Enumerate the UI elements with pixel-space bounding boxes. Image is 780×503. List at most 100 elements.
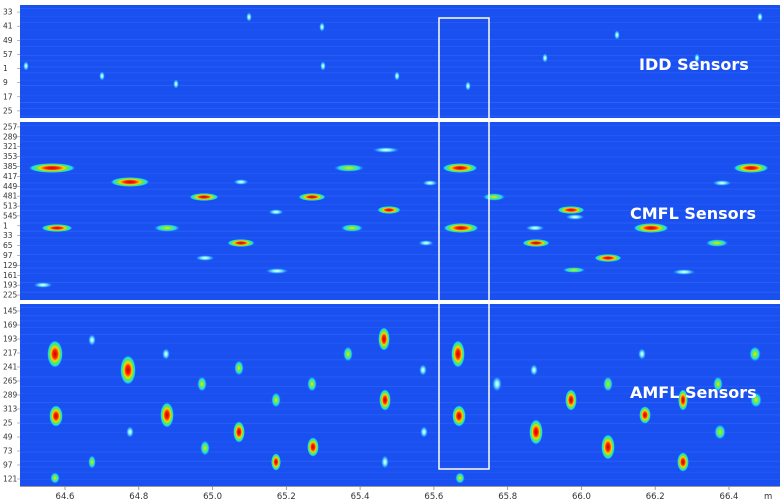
sensor-band — [20, 460, 780, 462]
sensor-band — [20, 414, 780, 416]
signal-cool-spot — [420, 426, 428, 438]
sensor-band — [20, 173, 780, 174]
sensor-band — [20, 108, 780, 109]
signal-cool-spot — [265, 268, 289, 274]
signal-cool-spot — [614, 30, 620, 40]
sensor-band — [20, 315, 780, 317]
sensor-band — [20, 22, 780, 23]
signal-cool-spot — [33, 282, 53, 288]
signal-hot-spot — [307, 437, 319, 457]
panel-label-idd: IDD Sensors — [639, 55, 749, 74]
signal-cool-spot — [419, 364, 427, 376]
y-tick-label: 169 — [3, 321, 18, 330]
sensor-band — [20, 102, 780, 103]
sensor-band — [20, 451, 780, 453]
signal-cool-spot — [565, 214, 585, 220]
signal-cool-spot — [381, 455, 389, 469]
signal-warm-spot — [482, 193, 506, 201]
signal-hot-spot — [379, 389, 391, 411]
sensor-band — [20, 66, 780, 68]
sensor-band — [20, 281, 780, 283]
signal-cool-spot — [394, 71, 400, 81]
y-tick-label: 33 — [3, 231, 13, 240]
signal-warm-spot — [271, 392, 281, 408]
x-tick-label: 66.2 — [646, 492, 665, 502]
sensor-band — [20, 215, 780, 217]
y-tick-label: 161 — [3, 271, 18, 280]
y-tick-label: 289 — [3, 132, 18, 141]
signal-cool-spot — [525, 225, 545, 231]
y-tick-label: 25 — [3, 106, 13, 115]
signal-cool-spot — [233, 179, 249, 185]
sensor-band — [20, 134, 780, 136]
signal-warm-spot — [714, 424, 726, 440]
y-tick-label: 481 — [3, 192, 18, 201]
signal-cool-spot — [173, 79, 179, 89]
sensor-band — [20, 254, 780, 255]
x-tick-label: 65.0 — [203, 492, 222, 502]
signal-warm-spot — [749, 346, 761, 362]
signal-warm-spot — [340, 224, 364, 232]
sensor-band — [20, 441, 780, 443]
sensor-band — [20, 230, 780, 232]
signal-cool-spot — [88, 334, 96, 346]
signal-hot-spot — [443, 223, 479, 233]
y-tick-label: 9 — [3, 78, 8, 87]
x-tick-label: 65.8 — [498, 492, 517, 502]
signal-hot-spot — [452, 405, 466, 427]
signal-hot-spot — [442, 163, 478, 173]
sensor-band — [20, 466, 780, 468]
signal-hot-spot — [678, 389, 688, 411]
signal-warm-spot — [562, 267, 586, 273]
sensor-band — [20, 46, 780, 47]
sensor-band — [20, 147, 780, 149]
x-tick-label: 65.2 — [277, 492, 296, 502]
signal-cool-spot — [320, 61, 326, 71]
sensor-band — [20, 273, 780, 275]
y-tick-label: 33 — [3, 8, 13, 17]
signal-warm-spot — [603, 376, 613, 392]
x-axis-labels: 64.6 64.8 65.0 65.2 65.4 65.6 65.8 66.0 66.2 66.4 — [56, 486, 738, 502]
signal-cool-spot — [757, 12, 763, 22]
signal-warm-spot — [307, 376, 317, 392]
sensor-band — [20, 446, 780, 448]
y-tick-label: 25 — [3, 419, 13, 428]
sensor-band — [20, 54, 780, 56]
sensor-band — [20, 359, 780, 361]
y-tick-label: 193 — [3, 281, 18, 290]
highlight-box — [438, 17, 490, 470]
y-tick-label: 17 — [3, 92, 13, 101]
sensor-band — [20, 320, 780, 322]
y-tick-label: 321 — [3, 142, 18, 151]
signal-hot-spot — [110, 177, 150, 187]
sensor-band — [20, 471, 780, 473]
y-axis-labels: 3341495719172525728932135338541744948151… — [3, 8, 20, 484]
sensor-band — [20, 156, 780, 158]
y-tick-label: 97 — [3, 461, 13, 470]
sensor-band — [20, 393, 780, 395]
x-axis-unit: m — [764, 492, 772, 502]
y-tick-label: 289 — [3, 391, 18, 400]
y-tick-label: 41 — [3, 22, 13, 31]
y-tick-label: 65 — [3, 241, 13, 250]
sensor-band — [20, 8, 780, 9]
y-tick-label: 545 — [3, 211, 18, 220]
sensor-band — [20, 352, 780, 354]
signal-cool-spot — [694, 53, 700, 63]
y-tick-label: 57 — [3, 50, 13, 59]
sensor-band — [20, 72, 780, 74]
signal-warm-spot — [50, 472, 60, 484]
sensor-band — [20, 327, 780, 329]
signal-hot-spot — [677, 452, 689, 472]
sensor-band — [20, 163, 780, 165]
signal-hot-spot — [633, 223, 669, 233]
sensor-band — [20, 402, 780, 404]
signal-cool-spot — [530, 364, 538, 376]
signal-warm-spot — [455, 472, 465, 484]
signal-hot-spot — [227, 239, 255, 247]
signal-cool-spot — [246, 12, 252, 22]
signal-hot-spot — [529, 419, 543, 445]
signal-hot-spot — [594, 254, 622, 262]
signal-cool-spot — [23, 61, 29, 71]
panel-idd-plot — [20, 5, 780, 118]
